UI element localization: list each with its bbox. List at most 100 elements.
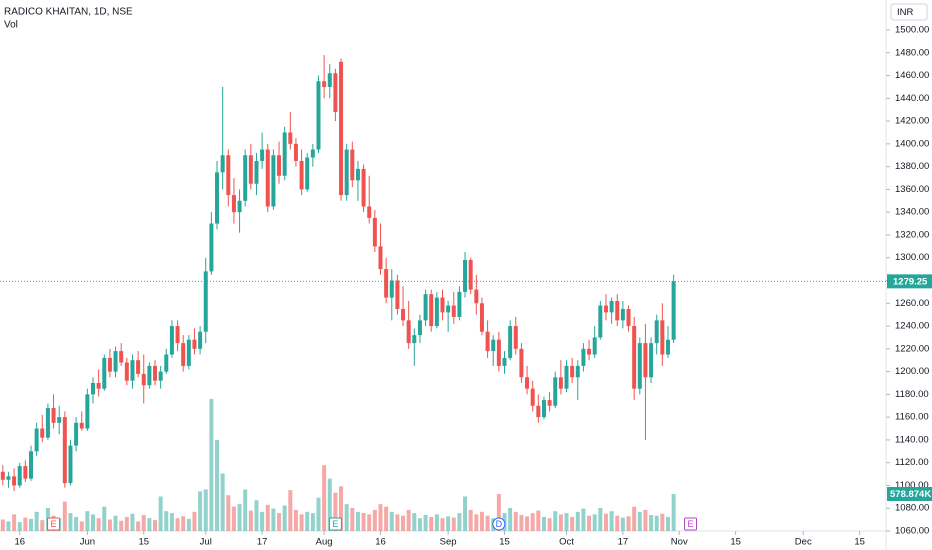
candle-body — [74, 422, 79, 446]
volume-bar — [423, 515, 428, 531]
candle-body — [237, 200, 242, 213]
volume-bar — [119, 520, 124, 531]
volume-bar — [192, 511, 197, 531]
y-tick-label: 1260.00 — [895, 298, 929, 309]
candle-body — [417, 320, 422, 336]
volume-bar — [153, 520, 158, 531]
volume-bar — [615, 515, 620, 531]
candle-body — [299, 160, 304, 190]
candle-body — [660, 320, 665, 355]
y-tick-label: 1360.00 — [895, 184, 929, 195]
y-tick-label: 1220.00 — [895, 343, 929, 354]
candle-body — [344, 149, 349, 196]
volume-bar — [525, 516, 530, 531]
last-volume-box — [887, 486, 932, 501]
event-label: E — [332, 519, 338, 529]
y-tick-label: 1300.00 — [895, 252, 929, 263]
candle-body — [282, 132, 287, 176]
candle-body — [231, 195, 236, 213]
candle-body — [96, 382, 101, 389]
candle-body — [508, 326, 513, 358]
volume-bar — [220, 473, 225, 531]
volume-bar — [40, 520, 45, 531]
volume-bar — [164, 511, 169, 531]
currency-box[interactable] — [890, 3, 928, 21]
candle-body — [186, 339, 191, 366]
volume-bar — [344, 504, 349, 531]
candle-body — [141, 373, 146, 386]
candle-body — [603, 305, 608, 313]
volume-bar — [575, 511, 580, 531]
event-label: D — [496, 519, 503, 529]
candle-body — [333, 73, 338, 112]
volume-bar — [147, 518, 152, 531]
volume-bar — [558, 514, 563, 531]
candle-body — [440, 297, 445, 313]
volume-bar — [310, 513, 315, 531]
volume-bar — [620, 517, 625, 531]
candle-body — [519, 348, 524, 378]
volume-bar — [660, 513, 665, 531]
candle-body — [51, 408, 56, 423]
candle-body — [429, 294, 434, 327]
candle-body — [598, 305, 603, 338]
event-marker — [492, 517, 506, 531]
candle-body — [485, 331, 490, 352]
volume-bar — [457, 513, 462, 531]
candle-body — [496, 339, 501, 366]
candle-body — [339, 61, 344, 196]
candles — [0, 55, 676, 492]
volume-bar — [91, 514, 96, 531]
volume-bar — [401, 515, 406, 531]
y-tick-label: 1240.00 — [895, 321, 929, 332]
volume-bar — [260, 511, 265, 531]
candle-body — [107, 357, 112, 372]
volume-bar — [361, 513, 366, 531]
volume-bar — [282, 505, 287, 531]
candle-body — [406, 320, 411, 344]
volume-bar — [277, 513, 282, 531]
volume-bar — [519, 515, 524, 531]
candle-body — [45, 408, 50, 438]
candle-body — [401, 308, 406, 321]
volume-bar — [339, 486, 344, 531]
candle-body — [265, 149, 270, 207]
event-label: E — [51, 519, 57, 529]
candle-body — [654, 320, 659, 344]
last-volume-label: 578.874K — [890, 489, 931, 500]
volume-bar — [226, 495, 231, 531]
volume-bar — [451, 517, 456, 531]
candle-body — [575, 365, 580, 378]
volume-bar — [102, 506, 107, 531]
volume-bar — [598, 507, 603, 531]
candle-body — [322, 81, 327, 87]
candle-body — [91, 382, 96, 395]
volume-bar — [130, 513, 135, 531]
candle-body — [327, 73, 332, 87]
x-tick-label: 17 — [618, 537, 629, 548]
candle-body — [288, 132, 293, 144]
candle-body — [626, 308, 631, 327]
volume-bar — [34, 511, 39, 531]
x-tick-label: Jul — [200, 537, 212, 548]
x-tick-label: 15 — [138, 537, 149, 548]
candle-body — [293, 143, 298, 161]
volume-bar — [570, 516, 575, 531]
volume-title: Vol — [4, 20, 18, 31]
volume-bar — [175, 518, 180, 531]
volume-bar — [254, 500, 259, 531]
volume-bar — [508, 507, 513, 531]
volume-bar — [237, 504, 242, 531]
x-tick-label: Jun — [80, 537, 95, 548]
chart-title: RADICO KHAITAN, 1D, NSE — [4, 7, 133, 18]
volume-bar — [299, 514, 304, 531]
volume-bar — [367, 514, 372, 531]
volume-bar — [671, 493, 676, 531]
candle-body — [40, 428, 45, 438]
candle-body — [310, 149, 315, 158]
candle-body — [175, 326, 180, 344]
volume-bar — [479, 511, 484, 531]
volume-bar — [85, 511, 90, 531]
candle-body — [649, 343, 654, 378]
candle-body — [620, 308, 625, 321]
